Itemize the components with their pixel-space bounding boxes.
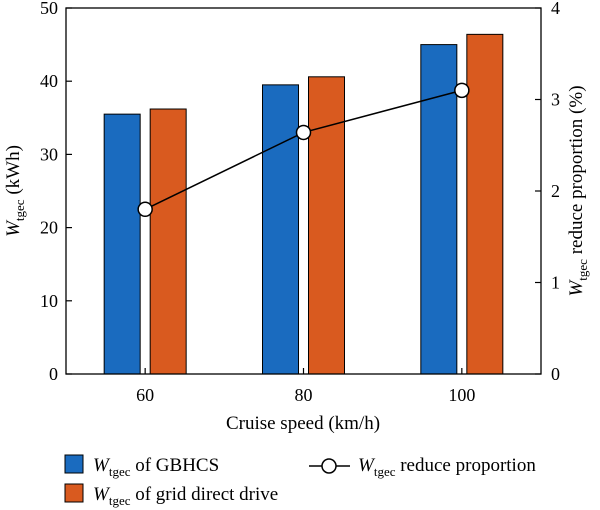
right-tick-label: 4 bbox=[551, 0, 560, 18]
left-tick-label: 50 bbox=[40, 0, 58, 18]
bar-gbhcs-100 bbox=[420, 44, 458, 375]
plot-area bbox=[103, 33, 504, 375]
left-tick-label: 0 bbox=[49, 364, 58, 384]
legend-label-gbhcs: Wtgec of GBHCS bbox=[93, 455, 219, 479]
x-tick-label: 60 bbox=[136, 385, 154, 405]
bar-grid-direct-drive-100 bbox=[466, 33, 504, 375]
reduce-proportion-line bbox=[144, 89, 463, 210]
legend: Wtgec of GBHCS Wtgec of grid direct driv… bbox=[64, 454, 536, 508]
left-tick-label: 20 bbox=[40, 218, 58, 238]
left-tick-label: 10 bbox=[40, 291, 58, 311]
right-tick-label: 3 bbox=[551, 90, 560, 110]
reduce-proportion-point-100 bbox=[454, 82, 470, 99]
legend-swatch-gbhcs bbox=[64, 454, 84, 474]
x-axis: 60 80 100 bbox=[136, 368, 475, 405]
right-y-axis: 0 1 2 3 4 bbox=[535, 0, 560, 384]
left-y-axis: 0 10 20 30 40 50 bbox=[40, 0, 72, 384]
left-tick-label: 40 bbox=[40, 71, 58, 91]
bar-grid-direct-drive-80 bbox=[308, 76, 345, 375]
legend-marker-reduce-proportion bbox=[321, 458, 337, 474]
reduce-proportion-point-60 bbox=[137, 201, 153, 218]
right-tick-label: 2 bbox=[551, 181, 560, 201]
legend-label-reduce-proportion: Wtgec reduce proportion bbox=[358, 455, 536, 479]
left-tick-label: 30 bbox=[40, 144, 58, 164]
y2-axis-title: Wtgec reduce proportion (%) bbox=[566, 85, 590, 296]
reduce-proportion-point-80 bbox=[295, 124, 312, 141]
x-tick-label: 100 bbox=[448, 385, 475, 405]
x-axis-title: Cruise speed (km/h) bbox=[226, 413, 380, 434]
right-tick-label: 0 bbox=[551, 364, 560, 384]
y-axis-title: Wtgec (kWh) bbox=[3, 145, 27, 237]
bar-grid-direct-drive-60 bbox=[149, 108, 187, 375]
bar-gbhcs-60 bbox=[103, 113, 141, 375]
x-tick-label: 80 bbox=[295, 385, 313, 405]
legend-swatch-grid-direct-drive bbox=[64, 483, 84, 503]
right-tick-label: 1 bbox=[551, 273, 560, 293]
legend-label-grid-direct-drive: Wtgec of grid direct drive bbox=[93, 484, 278, 508]
bar-gbhcs-80 bbox=[262, 84, 299, 375]
